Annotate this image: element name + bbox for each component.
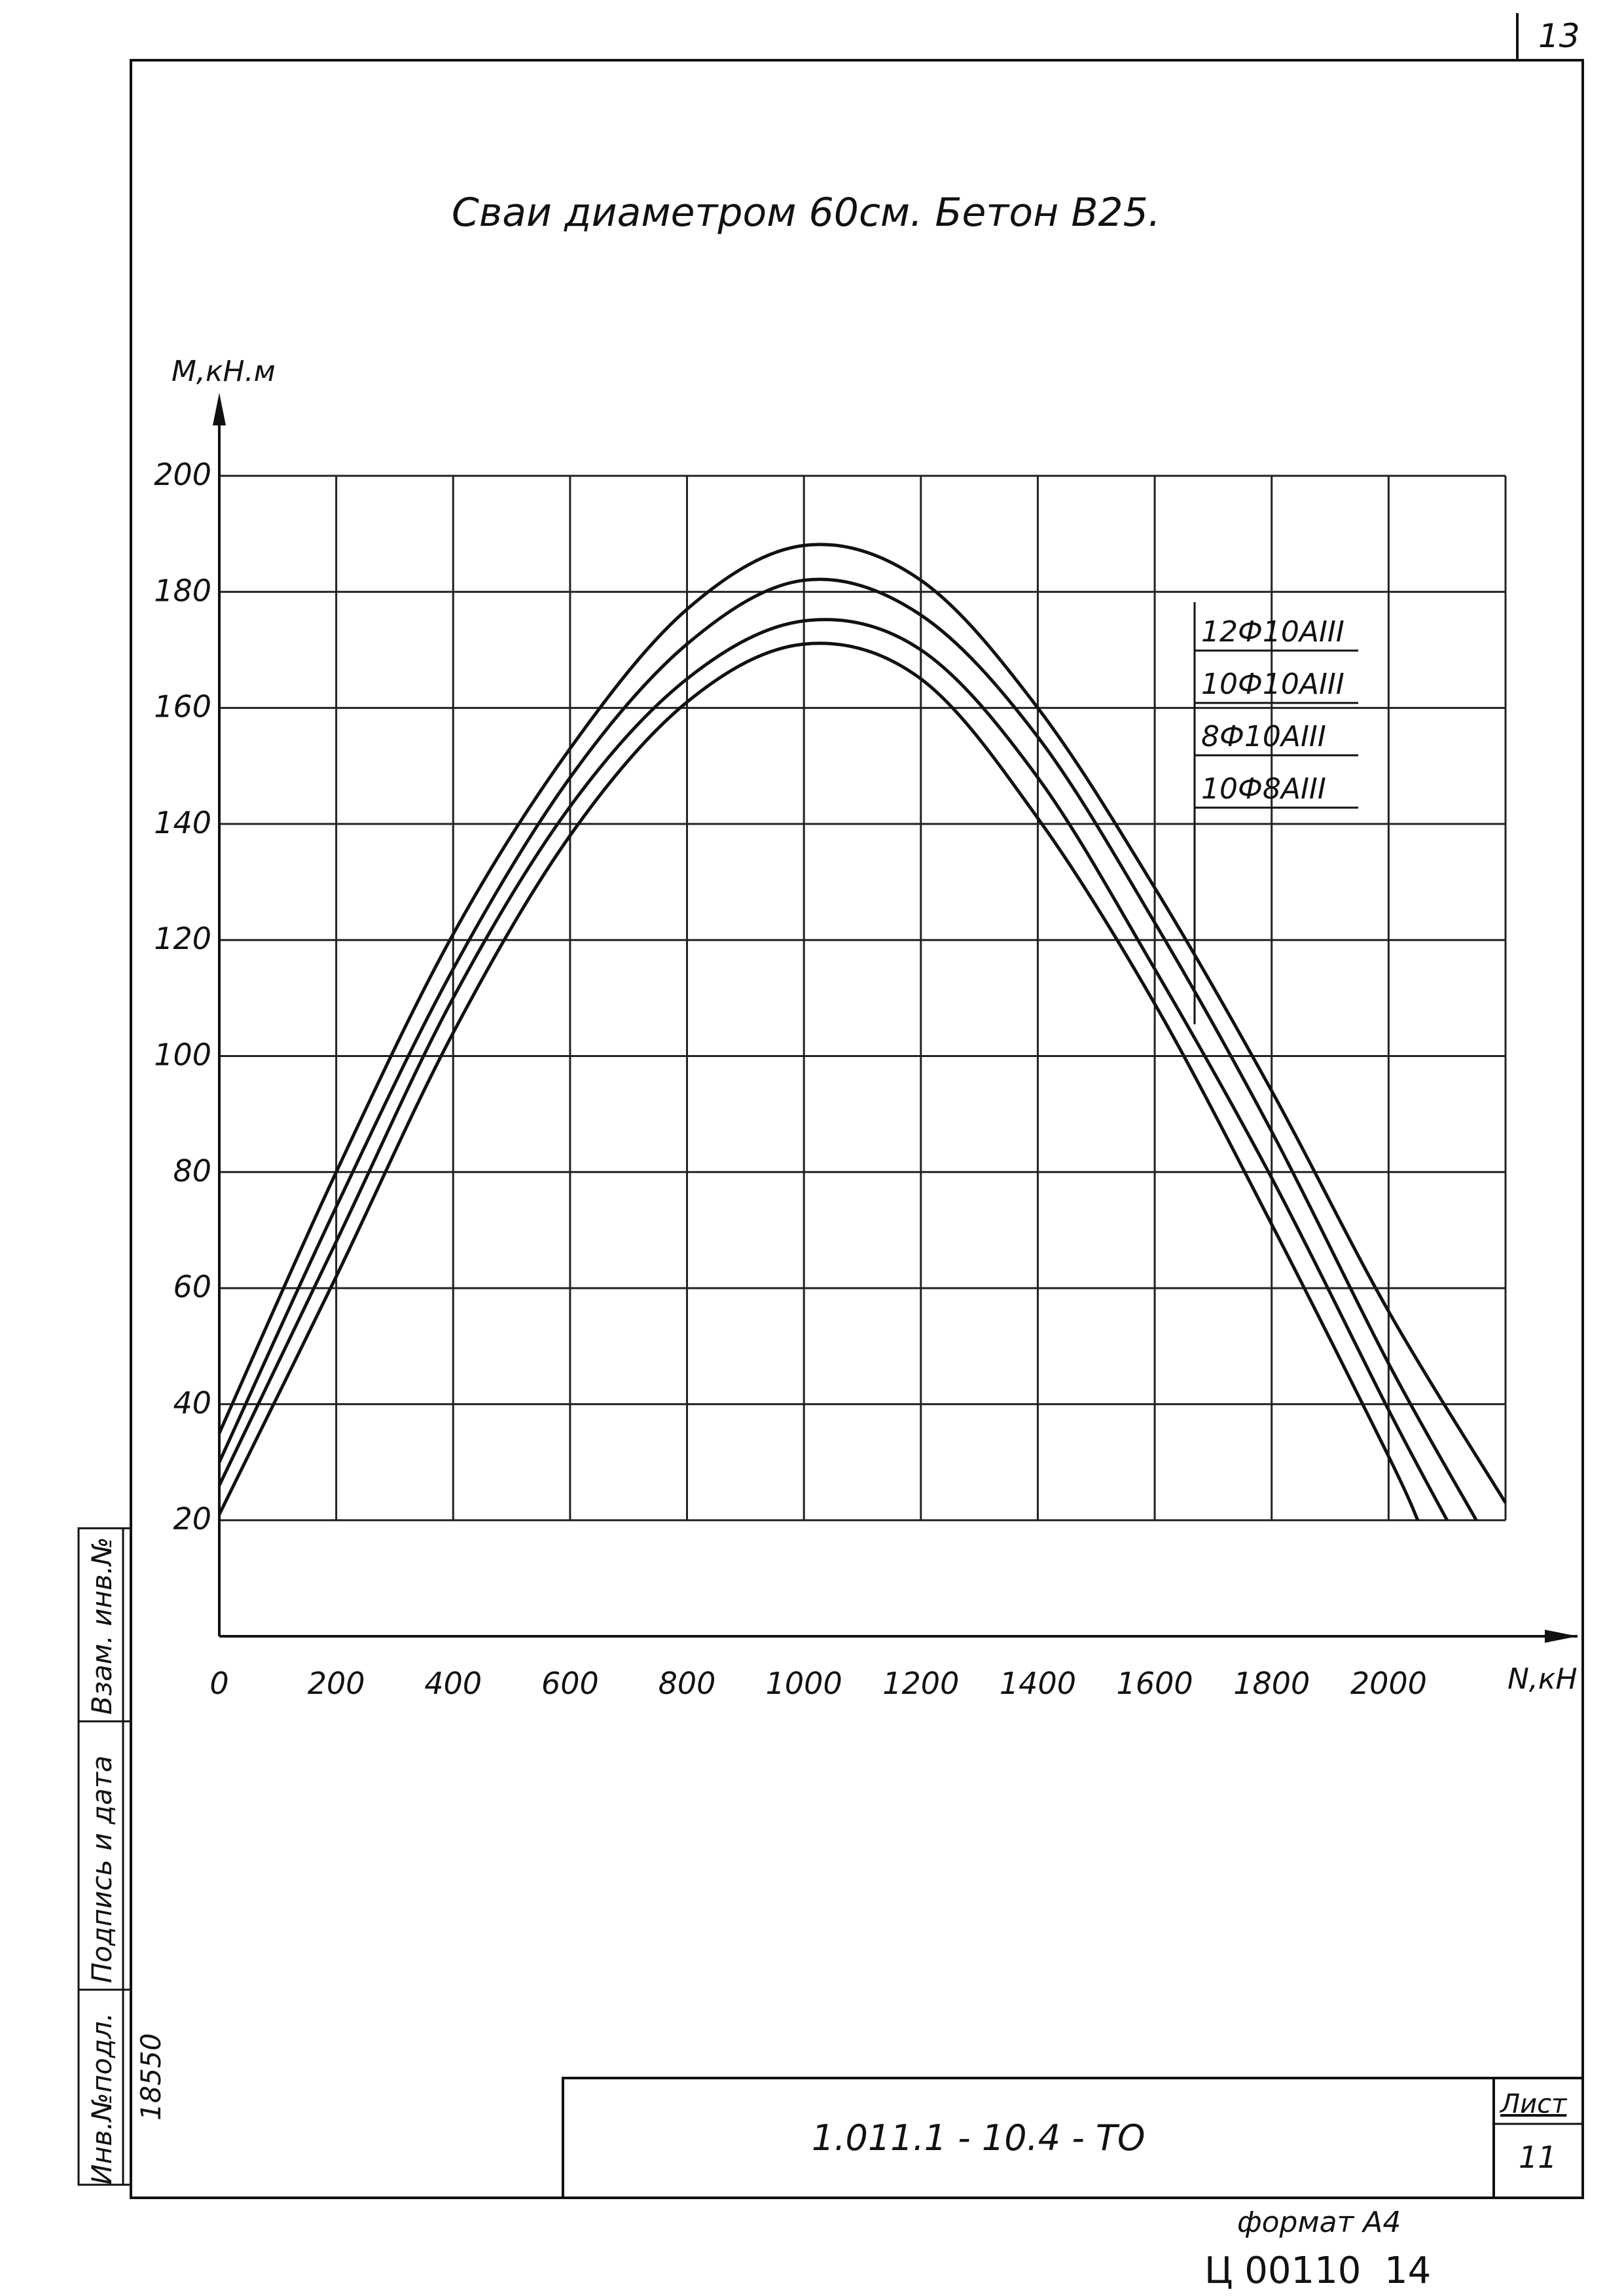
y-tick-label-200: 200 bbox=[154, 457, 211, 492]
x-tick-label-200: 200 bbox=[308, 1666, 365, 1701]
x-tick-label-1800: 1800 bbox=[1233, 1666, 1310, 1701]
x-tick-label-2000: 2000 bbox=[1350, 1666, 1427, 1701]
sheet-frame bbox=[130, 59, 1584, 2199]
archive-code: Ц 00110 bbox=[1204, 2250, 1361, 2292]
y-tick-label-160: 160 bbox=[154, 689, 211, 725]
y-tick-label-20: 20 bbox=[173, 1501, 211, 1537]
x-tick-label-800: 800 bbox=[659, 1666, 716, 1701]
sheet-number: 11 bbox=[1519, 2140, 1557, 2175]
document-code: 1.011.1 - 10.4 - ТО bbox=[812, 2117, 1145, 2159]
x-axis-arrow bbox=[1545, 1630, 1578, 1643]
legend-entry-4: 10Ф8АIII bbox=[1201, 772, 1326, 806]
y-tick-label-60: 60 bbox=[173, 1269, 211, 1304]
y-tick-label-100: 100 bbox=[154, 1037, 211, 1073]
legend-entry-1: 12Ф10АIII bbox=[1201, 615, 1344, 649]
y-tick-label-120: 120 bbox=[154, 921, 211, 956]
series-line-1 bbox=[217, 543, 1507, 1504]
series-line-2 bbox=[217, 577, 1478, 1521]
x-axis-title: N,кН bbox=[1507, 1662, 1578, 1696]
y-tick-label-180: 180 bbox=[154, 573, 211, 608]
x-tick-label-1000: 1000 bbox=[766, 1666, 842, 1701]
page-number: 13 bbox=[1538, 17, 1580, 55]
title-block bbox=[562, 2077, 1584, 2199]
y-tick-label-140: 140 bbox=[154, 805, 211, 840]
y-tick-label-80: 80 bbox=[173, 1153, 211, 1189]
x-tick-label-1200: 1200 bbox=[882, 1666, 959, 1701]
legend-entry-3: 8Ф10АIII bbox=[1201, 720, 1326, 753]
stamp-inv-orig: Инв.№подл. bbox=[86, 2013, 118, 2185]
x-tick-label-400: 400 bbox=[424, 1666, 482, 1701]
x-tick-label-1600: 1600 bbox=[1117, 1666, 1193, 1701]
x-tick-label-0: 0 bbox=[209, 1666, 228, 1701]
archive-page: 14 bbox=[1384, 2250, 1431, 2292]
stamp-instead-inv: Взам. инв.№ bbox=[86, 1537, 118, 1715]
legend-entry-2: 10Ф10АIII bbox=[1201, 668, 1344, 701]
plot-area: 0 200 400 600 800 1000 1200 1400 1600 1800 2000 20 4… bbox=[154, 393, 1578, 1701]
sheet-label: Лист bbox=[1499, 2089, 1568, 2119]
side-stamp: Взам. инв.№ Подпись и дата Инв.№подл. bbox=[77, 1527, 132, 2186]
chart-title: Сваи диаметром 60см. Бетон В25. bbox=[452, 190, 1161, 236]
series-line-3 bbox=[217, 618, 1449, 1521]
y-tick-label-40: 40 bbox=[173, 1385, 211, 1420]
x-tick-label-600: 600 bbox=[541, 1666, 599, 1701]
y-axis-arrow bbox=[213, 393, 226, 425]
format-label: формат А4 bbox=[1237, 2206, 1401, 2239]
stamp-sign-date: Подпись и дата bbox=[86, 1755, 118, 1983]
series-line-4 bbox=[217, 641, 1420, 1521]
stamp-inv-number: 18550 bbox=[135, 2033, 167, 2121]
chart-legend: 12Ф10АIII 10Ф10АIII 8Ф10АIII 10Ф8АIII bbox=[1193, 602, 1358, 1024]
y-axis-title: M,кН.м bbox=[171, 355, 276, 388]
x-tick-label-1400: 1400 bbox=[1000, 1666, 1076, 1701]
